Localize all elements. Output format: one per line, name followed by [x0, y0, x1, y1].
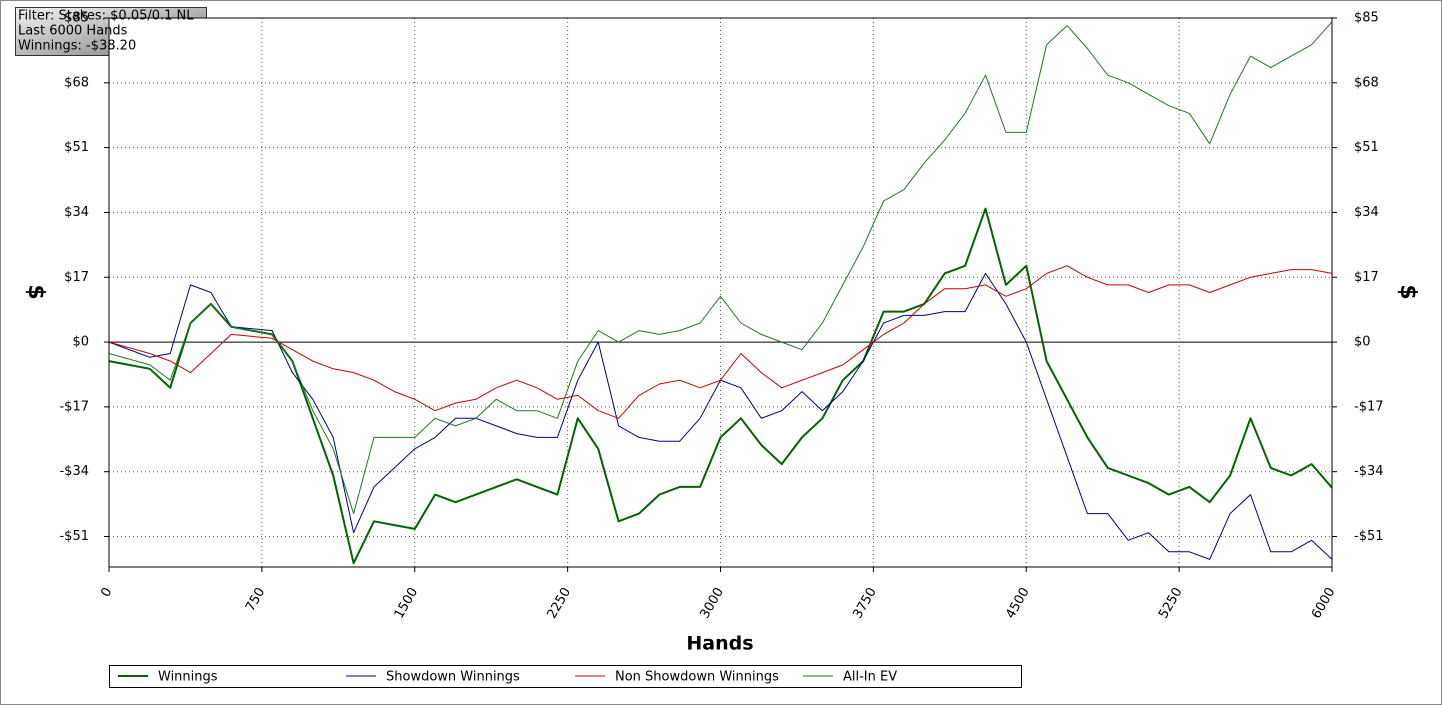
y-tick-label: $0	[72, 335, 89, 350]
y2-tick-label: -$17	[1354, 399, 1384, 414]
plot-border	[108, 17, 1333, 568]
y-tick-label: -$51	[59, 529, 89, 544]
info-line: Winnings: -$38.20	[18, 39, 136, 54]
y-tick-label: $34	[64, 205, 89, 220]
y2-tick-label: $17	[1354, 270, 1379, 285]
y-tick-label: -$17	[59, 399, 89, 414]
y-tick-label: $85	[64, 11, 89, 26]
series-line	[108, 21, 1333, 515]
legend-label: Winnings	[158, 670, 218, 685]
y2-tick-label: $34	[1354, 205, 1379, 220]
series-line	[108, 272, 1333, 560]
x-axis-label: Hands	[686, 633, 753, 655]
y-tick-label: $17	[64, 270, 89, 285]
y-tick-label: $51	[64, 140, 89, 155]
y-tick-label: $68	[64, 75, 89, 90]
series-line	[108, 265, 1333, 419]
y2-tick-label: -$51	[1354, 529, 1384, 544]
y2-tick-label: $0	[1354, 335, 1371, 350]
y2-tick-label: -$34	[1354, 464, 1384, 479]
y2-tick-label: $68	[1354, 75, 1379, 90]
legend	[109, 665, 1022, 688]
y-tick-label: -$34	[59, 464, 89, 479]
y2-tick-label: $51	[1354, 140, 1379, 155]
info-line: Filter: Stakes: $0.05/0.1 NL	[18, 9, 194, 24]
series-line	[108, 207, 1333, 565]
info-line: Last 6000 Hands	[18, 24, 128, 39]
legend-label: Showdown Winnings	[386, 670, 520, 685]
y2-tick-label: $85	[1354, 11, 1379, 26]
legend-label: All-In EV	[843, 670, 897, 685]
y-axis-label: $	[23, 284, 48, 299]
y2-axis-label: $	[1395, 284, 1420, 299]
legend-label: Non Showdown Winnings	[615, 670, 779, 685]
